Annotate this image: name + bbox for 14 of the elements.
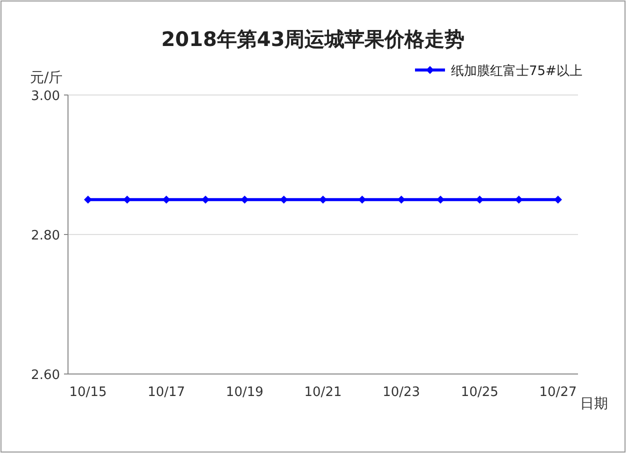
y-tick-label: 2.80 (31, 228, 60, 244)
y-axis-title: 元/斤 (30, 70, 63, 86)
x-tick-label: 10/19 (226, 385, 264, 400)
x-tick-label: 10/15 (69, 385, 107, 400)
x-tick-label: 10/23 (382, 385, 420, 400)
y-tick-label: 2.60 (31, 368, 60, 383)
x-tick-label: 10/21 (304, 385, 342, 400)
y-tick-label: 3.00 (31, 89, 60, 104)
x-tick-label: 10/17 (148, 385, 186, 400)
x-tick-label: 10/27 (539, 385, 577, 400)
x-axis-title: 日期 (580, 396, 608, 412)
x-tick-label: 10/25 (460, 385, 498, 400)
chart-title: 2018年第43周运城苹果价格走势 (161, 27, 465, 51)
legend-label: 纸加膜红富士75#以上 (451, 63, 582, 79)
